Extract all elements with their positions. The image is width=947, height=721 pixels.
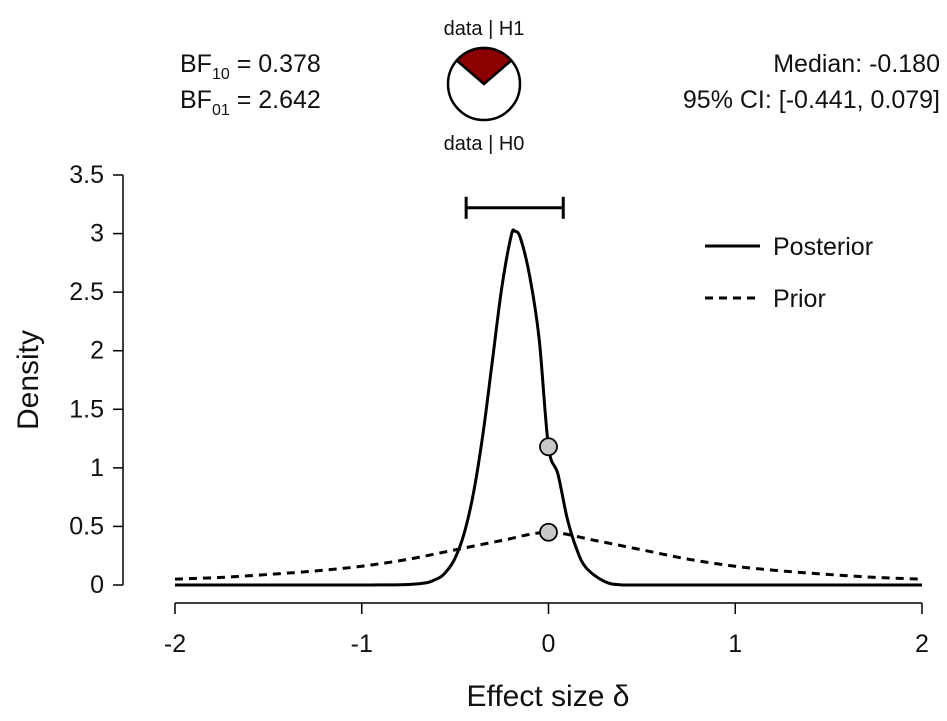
bayes-factor-pie-block: data | H1 data | H0 xyxy=(444,18,525,155)
bayes-factor-block: BF10 = 0.378 BF01 = 2.642 xyxy=(180,50,321,119)
series-layer xyxy=(174,228,923,587)
median-text: Median: -0.180 xyxy=(773,50,940,78)
y-tick-label: 2 xyxy=(90,337,104,365)
credible-interval-text: 95% CI: [-0.441, 0.079] xyxy=(683,86,940,114)
x-tick-label: 0 xyxy=(542,630,556,658)
legend-prior-label: Prior xyxy=(773,285,826,313)
y-tick-label: 3 xyxy=(90,220,104,248)
y-tick-label: 0.5 xyxy=(69,512,104,540)
y-axis: 0 0.5 1 1.5 2 2.5 3 3.5 xyxy=(69,161,124,599)
pie-bottom-label: data | H0 xyxy=(444,133,525,155)
y-axis-title: Density xyxy=(12,330,45,430)
density-point-at-zero xyxy=(539,522,558,542)
legend: Posterior Prior xyxy=(705,233,873,313)
x-tick-label: -1 xyxy=(351,630,373,658)
y-tick-label: 1.5 xyxy=(69,395,104,423)
density-point-at-zero xyxy=(539,437,558,457)
points-layer xyxy=(539,437,558,542)
y-tick-label: 2.5 xyxy=(69,278,104,306)
x-axis-title: Effect size δ xyxy=(467,680,630,713)
x-tick-label: 1 xyxy=(728,630,742,658)
legend-posterior-label: Posterior xyxy=(773,233,873,261)
bf01-text: BF01 = 2.642 xyxy=(180,86,321,119)
series-posterior-line xyxy=(175,228,922,587)
y-tick-label: 3.5 xyxy=(69,161,104,189)
bf10-text: BF10 = 0.378 xyxy=(180,50,321,83)
x-axis: -2 -1 0 1 2 xyxy=(164,602,929,658)
posterior-summary-block: Median: -0.180 95% CI: [-0.441, 0.079] xyxy=(683,50,940,114)
x-tick-label: 2 xyxy=(915,630,929,658)
pie-h1-slice xyxy=(454,46,514,86)
pie-top-label: data | H1 xyxy=(444,18,525,40)
y-tick-label: 0 xyxy=(90,571,104,599)
series-prior-line xyxy=(174,530,923,581)
credible-interval-bar xyxy=(464,196,565,219)
y-tick-label: 1 xyxy=(90,454,104,482)
x-tick-label: -2 xyxy=(164,630,186,658)
